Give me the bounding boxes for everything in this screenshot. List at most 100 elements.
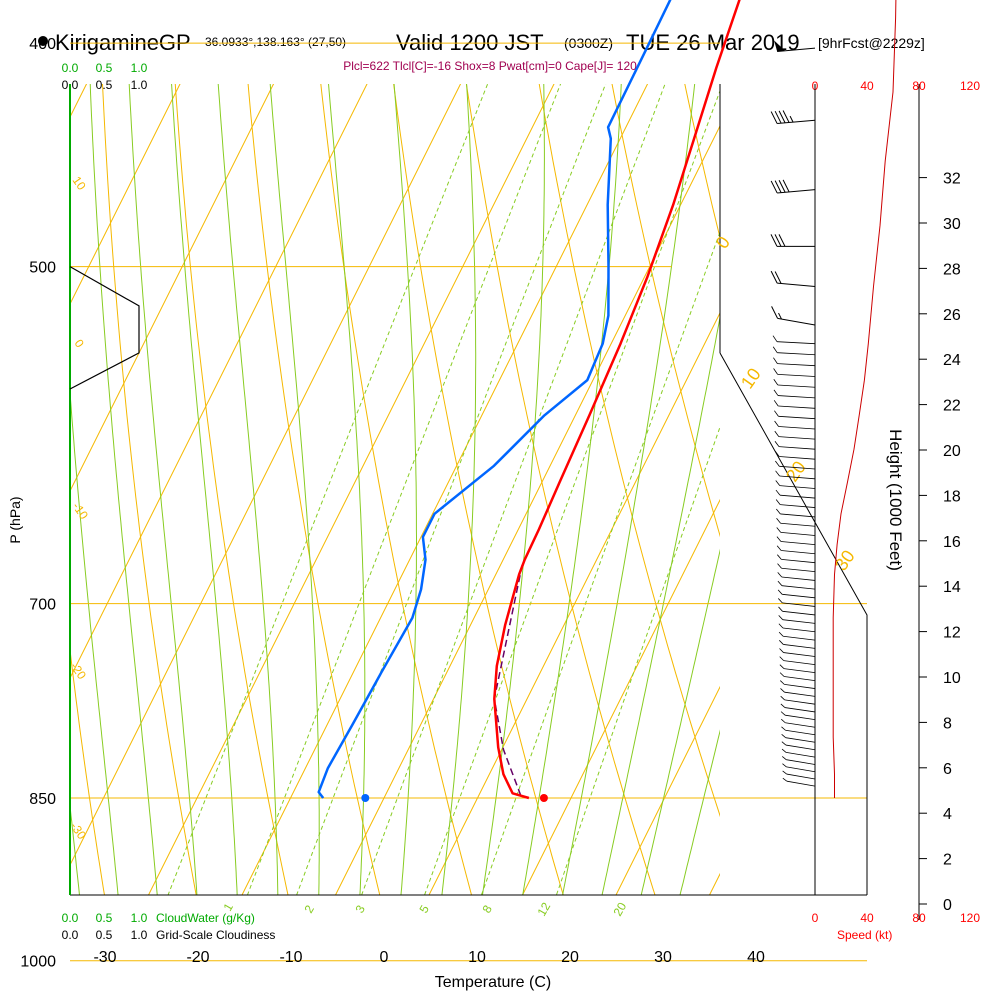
speed-tick: 80 (912, 911, 926, 925)
wind-barb (770, 234, 815, 247)
wind-barb-flag (777, 589, 783, 595)
height-tick-label: 20 (943, 443, 961, 460)
wind-barb (781, 726, 816, 736)
wind-barb-flag (777, 572, 783, 578)
wind-barb-flag (778, 598, 783, 604)
station-name: KirigamineGP (55, 30, 191, 55)
wind-barb-flag (782, 777, 788, 782)
dry-adiabat-line (538, 84, 720, 818)
temperature-tick-label: -10 (279, 949, 302, 966)
wind-barb-flag (776, 527, 782, 533)
wind-barb (782, 763, 816, 773)
wind-barb-flag (774, 440, 780, 447)
wind-barb-staff (780, 504, 816, 508)
isotherm-line (70, 84, 88, 119)
moist-adiabat-line (89, 84, 158, 895)
wind-barb (770, 110, 816, 125)
parcel-path-line (493, 564, 524, 796)
temperature-tick-label: 30 (654, 949, 672, 966)
dry-adiabat-line (393, 84, 564, 895)
wind-barb-staff (777, 384, 816, 388)
height-tick-label: 4 (943, 806, 952, 823)
isotherm-label: 10 (737, 364, 765, 392)
wind-barb (772, 346, 816, 356)
wind-barb (781, 756, 816, 765)
dewpoint-line (317, 0, 672, 799)
wind-barb-flag (775, 470, 780, 477)
dry-adiabat-line (611, 84, 720, 538)
wind-barb-flag (782, 770, 787, 775)
mixing-ratio-label: 8 (479, 902, 495, 915)
wind-barb (773, 379, 816, 388)
wind-barb (778, 598, 816, 607)
wind-barb-staff (781, 567, 816, 572)
wind-barb-staff (786, 773, 816, 780)
wind-barb (773, 400, 816, 409)
wind-barb (778, 615, 816, 624)
wind-barb-flag (775, 499, 781, 505)
isotherm-line (0, 0, 62, 961)
speed-tick: 120 (960, 911, 980, 925)
wind-barb-flag (774, 410, 779, 417)
wind-speed-profile (832, 0, 897, 798)
pressure-tick-label: 850 (29, 791, 56, 808)
wind-barb-staff (780, 541, 816, 546)
height-tick-label: 0 (943, 897, 952, 914)
wind-barb-staff (786, 759, 816, 765)
speed-tick: 120 (960, 79, 980, 93)
moist-adiabat-line (441, 84, 477, 895)
temperature-tick-label: -20 (186, 949, 209, 966)
speed-top-ticks: 0 40 80 120 (812, 79, 981, 93)
wind-barb (781, 748, 816, 758)
speed-tick: 0 (812, 911, 819, 925)
cloudiness-profile (69, 266, 140, 390)
wind-barb-flag (770, 234, 778, 247)
wind-barb (781, 741, 816, 751)
wind-barb-flag (779, 648, 784, 653)
isotherm-line (70, 84, 368, 680)
wind-barb-staff (780, 531, 816, 536)
wind-barb-staff (782, 619, 816, 624)
pressure-tick-label: 1000 (20, 954, 56, 971)
wind-barb (773, 368, 816, 377)
cloud-water-tick: 1.0 (131, 911, 148, 925)
wind-barb-flag (780, 695, 785, 701)
cloudiness-bottom-ticks: 0.0 0.5 1.0 Grid-Scale Cloudiness (62, 928, 276, 942)
cloud-water-axis-title: CloudWater (g/Kg) (156, 911, 255, 925)
dry-adiabat-line (845, 0, 1000, 1000)
wind-barb-staff (781, 576, 816, 581)
wind-barb-flag (781, 733, 786, 738)
station-coords: 36.0933°,138.163° (27,50) (205, 35, 346, 49)
dry-adiabat-line (70, 645, 105, 895)
height-tick-label: 28 (943, 261, 961, 278)
wind-barb-flag (780, 703, 786, 708)
mixing-ratio-label: 12 (534, 900, 553, 919)
wind-barb-flag (781, 748, 787, 753)
wind-barb (779, 640, 816, 649)
mixing-ratio-line (361, 84, 666, 895)
height-tick-label: 26 (943, 307, 961, 324)
wind-barb (775, 460, 816, 470)
wind-barb-flag (779, 664, 785, 669)
wind-barb-staff (779, 485, 816, 489)
wind-barb (780, 680, 816, 689)
wind-barb-staff (777, 282, 816, 287)
speed-axis-title: Speed (kt) (837, 928, 892, 942)
wind-barb-staff (780, 513, 816, 518)
moist-adiabat-line (522, 84, 622, 895)
dry-adiabat-line (247, 84, 381, 895)
wind-barb-staff (783, 635, 816, 641)
wind-barb (780, 711, 816, 721)
wind-barb-staff (784, 699, 816, 705)
wind-barb-half-flag (789, 115, 794, 123)
wind-barb-staff (785, 752, 816, 758)
wind-barb-flag (780, 680, 785, 685)
wind-barb (777, 580, 816, 590)
wind-barb (776, 527, 816, 536)
pressure-tick-label: 400 (29, 36, 56, 53)
valid-time: Valid 1200 JST (396, 30, 544, 55)
temperature-axis-title: Temperature (C) (435, 974, 551, 991)
wind-barb-staff (783, 660, 816, 666)
wind-barb (771, 306, 816, 326)
wind-barb-flag (774, 180, 782, 193)
